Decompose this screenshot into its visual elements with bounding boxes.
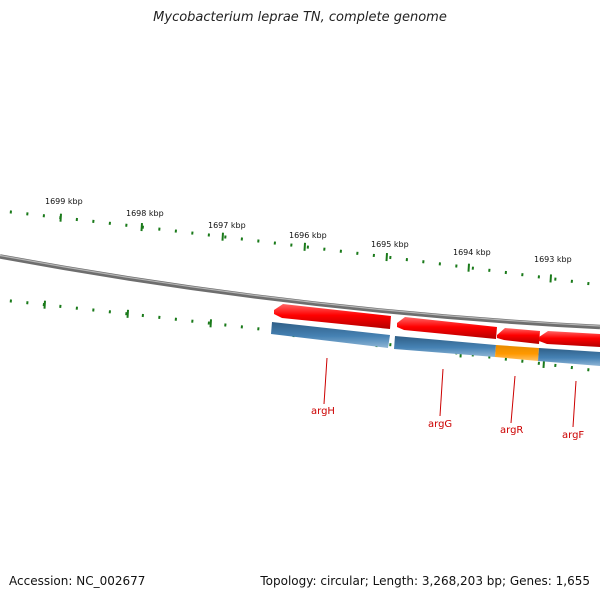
scale-label: 1697 kbp [208,221,246,230]
cds-bar-argF[interactable] [538,348,600,366]
outer-major-tick [59,213,62,222]
outer-major-tick [467,263,470,272]
gene-label-group: argH argG argR argF [311,406,584,441]
cds-bar-group [271,322,600,366]
gene-label-argR[interactable]: argR [500,425,523,436]
outer-major-tick [140,222,143,232]
scale-label-group: 1699 kbp 1698 kbp 1697 kbp 1696 kbp 1695 kbp… [45,197,572,264]
leader-line-argG [439,368,444,417]
leader-line-argF [572,380,577,428]
cds-bar-argH[interactable] [271,322,390,348]
outer-major-tick [303,242,306,251]
gene-arrow-argH[interactable] [274,304,391,329]
cds-bar-argR[interactable] [495,345,539,361]
outer-major-tick [385,253,388,262]
outer-tick-ruler [9,210,590,286]
genome-backbone [0,254,600,330]
gene-arrow-argG[interactable] [397,317,497,339]
outer-major-tick [221,232,224,241]
scale-label: 1693 kbp [534,255,572,264]
scale-label: 1696 kbp [289,231,327,240]
gene-arrow-argR[interactable] [497,328,540,344]
gene-arrow-group [274,304,600,347]
gene-label-argG[interactable]: argG [428,419,452,430]
inner-major-tick [126,309,129,318]
genome-summary-label: Topology: circular; Length: 3,268,203 bp… [260,574,590,588]
accession-label: Accession: NC_002677 [9,574,146,588]
inner-major-tick [209,319,212,328]
gene-label-argH[interactable]: argH [311,406,335,417]
scale-label: 1698 kbp [126,209,164,218]
leader-line-argR [510,375,516,424]
map-title: Mycobacterium leprae TN, complete genome [153,10,447,25]
genome-backbone-highlight [0,254,600,327]
scale-label: 1699 kbp [45,197,83,206]
scale-label: 1695 kbp [371,240,409,249]
cds-bar-argG[interactable] [394,336,496,357]
gene-arrow-argF[interactable] [539,331,600,347]
outer-major-tick [549,274,552,283]
leader-line-argH [323,357,328,405]
inner-major-tick [43,300,46,309]
gene-label-leaders [323,357,577,428]
scale-label: 1694 kbp [453,248,491,257]
gene-label-argF[interactable]: argF [562,430,584,441]
